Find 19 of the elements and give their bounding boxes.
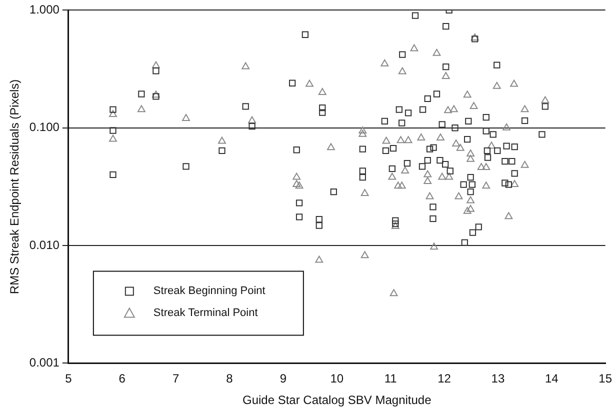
x-tick-label: 13 (491, 372, 505, 386)
x-tick-label: 15 (598, 372, 612, 386)
x-tick-label: 9 (280, 372, 287, 386)
x-tick-label: 8 (226, 372, 234, 386)
x-tick-label: 5 (65, 372, 72, 386)
x-axis-title: Guide Star Catalog SBV Magnitude (242, 393, 432, 408)
y-tick-label: 0.100 (29, 120, 60, 134)
y-tick-label: 0.001 (29, 356, 60, 370)
legend-label: Streak Beginning Point (153, 285, 266, 298)
x-tick-label: 11 (384, 372, 398, 386)
x-tick-label: 6 (118, 372, 126, 386)
legend-label: Streak Terminal Point (153, 307, 258, 320)
x-tick-label: 10 (330, 372, 344, 386)
y-tick-label: 0.010 (29, 238, 60, 252)
y-axis-title: RMS Streak Endpoint Residuals (Pixels) (8, 79, 22, 294)
x-tick-label: 14 (544, 372, 559, 386)
y-tick-label: 1.000 (29, 2, 60, 17)
x-tick-label: 12 (438, 372, 452, 386)
x-tick-label: 7 (172, 372, 180, 386)
